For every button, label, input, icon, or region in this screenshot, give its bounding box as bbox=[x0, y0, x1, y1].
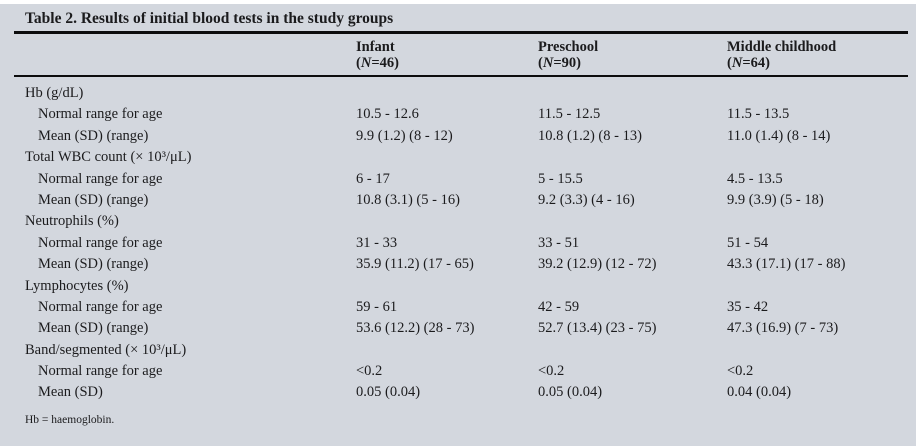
cell-value: 31 - 33 bbox=[356, 234, 398, 251]
column-header-preschool: Preschool (N=90) bbox=[538, 39, 727, 71]
table-title: Table 2. Results of initial blood tests … bbox=[25, 10, 394, 27]
cell-value: 6 - 17 bbox=[356, 170, 390, 187]
table-row: Mean (SD) 0.05 (0.04) 0.05 (0.04) 0.04 (… bbox=[0, 382, 916, 403]
row-label: Normal range for age bbox=[38, 234, 163, 251]
column-n: (N=46) bbox=[356, 55, 399, 71]
cell-value: 10.5 - 12.6 bbox=[356, 106, 419, 123]
section-row-neutrophils: Neutrophils (%) bbox=[0, 211, 916, 232]
row-label: Normal range for age bbox=[38, 170, 163, 187]
cell-value: 43.3 (17.1) (17 - 88) bbox=[727, 256, 846, 273]
section-row-band-segmented: Band/segmented (× 10³/μL) bbox=[0, 340, 916, 361]
cell-value: 0.05 (0.04) bbox=[356, 384, 421, 401]
cell-value: 52.7 (13.4) (23 - 75) bbox=[538, 320, 657, 337]
table-row: Mean (SD) (range) 35.9 (11.2) (17 - 65) … bbox=[0, 254, 916, 275]
table-row: Normal range for age 6 - 17 5 - 15.5 4.5… bbox=[0, 169, 916, 190]
section-row-hb: Hb (g/dL) bbox=[0, 83, 916, 104]
table-row: Normal range for age 10.5 - 12.6 11.5 - … bbox=[0, 104, 916, 125]
row-label: Mean (SD) (range) bbox=[38, 320, 149, 337]
row-label: Mean (SD) (range) bbox=[38, 127, 149, 144]
table-footnote: Hb = haemoglobin. bbox=[25, 413, 115, 426]
cell-value: 35.9 (11.2) (17 - 65) bbox=[356, 256, 474, 273]
column-name: Infant bbox=[356, 39, 395, 55]
divider-top bbox=[14, 31, 908, 34]
cell-value: <0.2 bbox=[538, 363, 565, 380]
column-name: Preschool bbox=[538, 39, 599, 55]
cell-value: 42 - 59 bbox=[538, 298, 580, 315]
section-label: Total WBC count (× 10³/μL) bbox=[25, 149, 192, 166]
cell-value: 10.8 (3.1) (5 - 16) bbox=[356, 191, 460, 208]
cell-value: <0.2 bbox=[727, 363, 754, 380]
divider-header bbox=[14, 75, 908, 77]
row-label: Normal range for age bbox=[38, 363, 163, 380]
cell-value: 53.6 (12.2) (28 - 73) bbox=[356, 320, 475, 337]
cell-value: 47.3 (16.9) (7 - 73) bbox=[727, 320, 839, 337]
table-panel: Table 2. Results of initial blood tests … bbox=[0, 4, 916, 446]
cell-value: 0.05 (0.04) bbox=[538, 384, 603, 401]
table-row: Normal range for age 59 - 61 42 - 59 35 … bbox=[0, 297, 916, 318]
table-row: Normal range for age <0.2 <0.2 <0.2 bbox=[0, 361, 916, 382]
cell-value: 11.5 - 13.5 bbox=[727, 106, 790, 123]
column-n: (N=64) bbox=[727, 55, 770, 71]
cell-value: 9.2 (3.3) (4 - 16) bbox=[538, 191, 635, 208]
column-header-infant: Infant (N=46) bbox=[356, 39, 538, 71]
row-label: Normal range for age bbox=[38, 106, 163, 123]
section-row-wbc: Total WBC count (× 10³/μL) bbox=[0, 147, 916, 168]
row-label: Mean (SD) bbox=[38, 384, 103, 401]
cell-value: 35 - 42 bbox=[727, 298, 769, 315]
cell-value: 59 - 61 bbox=[356, 298, 398, 315]
column-n: (N=90) bbox=[538, 55, 581, 71]
cell-value: 33 - 51 bbox=[538, 234, 580, 251]
cell-value: 9.9 (3.9) (5 - 18) bbox=[727, 191, 824, 208]
column-header-middle-childhood: Middle childhood (N=64) bbox=[727, 39, 908, 71]
table-row: Mean (SD) (range) 9.9 (1.2) (8 - 12) 10.… bbox=[0, 126, 916, 147]
cell-value: 39.2 (12.9) (12 - 72) bbox=[538, 256, 657, 273]
row-label: Normal range for age bbox=[38, 298, 163, 315]
cell-value: 11.0 (1.4) (8 - 14) bbox=[727, 127, 831, 144]
table-row: Mean (SD) (range) 53.6 (12.2) (28 - 73) … bbox=[0, 318, 916, 339]
cell-value: 4.5 - 13.5 bbox=[727, 170, 783, 187]
row-label: Mean (SD) (range) bbox=[38, 191, 149, 208]
section-label: Lymphocytes (%) bbox=[25, 277, 129, 294]
column-header-row: Infant (N=46) Preschool (N=90) Middle ch… bbox=[0, 34, 916, 75]
table-row: Mean (SD) (range) 10.8 (3.1) (5 - 16) 9.… bbox=[0, 190, 916, 211]
cell-value: 51 - 54 bbox=[727, 234, 769, 251]
section-row-lymphocytes: Lymphocytes (%) bbox=[0, 276, 916, 297]
cell-value: 11.5 - 12.5 bbox=[538, 106, 601, 123]
table-row: Normal range for age 31 - 33 33 - 51 51 … bbox=[0, 233, 916, 254]
row-label: Mean (SD) (range) bbox=[38, 256, 149, 273]
cell-value: 10.8 (1.2) (8 - 13) bbox=[538, 127, 642, 144]
cell-value: 5 - 15.5 bbox=[538, 170, 583, 187]
section-label: Hb (g/dL) bbox=[25, 85, 84, 101]
cell-value: 0.04 (0.04) bbox=[727, 384, 792, 401]
table-body: Hb (g/dL) Normal range for age 10.5 - 12… bbox=[0, 77, 916, 404]
cell-value: 9.9 (1.2) (8 - 12) bbox=[356, 127, 453, 144]
section-label: Neutrophils (%) bbox=[25, 213, 119, 230]
cell-value: <0.2 bbox=[356, 363, 383, 380]
column-header-spacer bbox=[25, 39, 356, 71]
section-label: Band/segmented (× 10³/μL) bbox=[25, 341, 187, 358]
column-name: Middle childhood bbox=[727, 39, 837, 55]
